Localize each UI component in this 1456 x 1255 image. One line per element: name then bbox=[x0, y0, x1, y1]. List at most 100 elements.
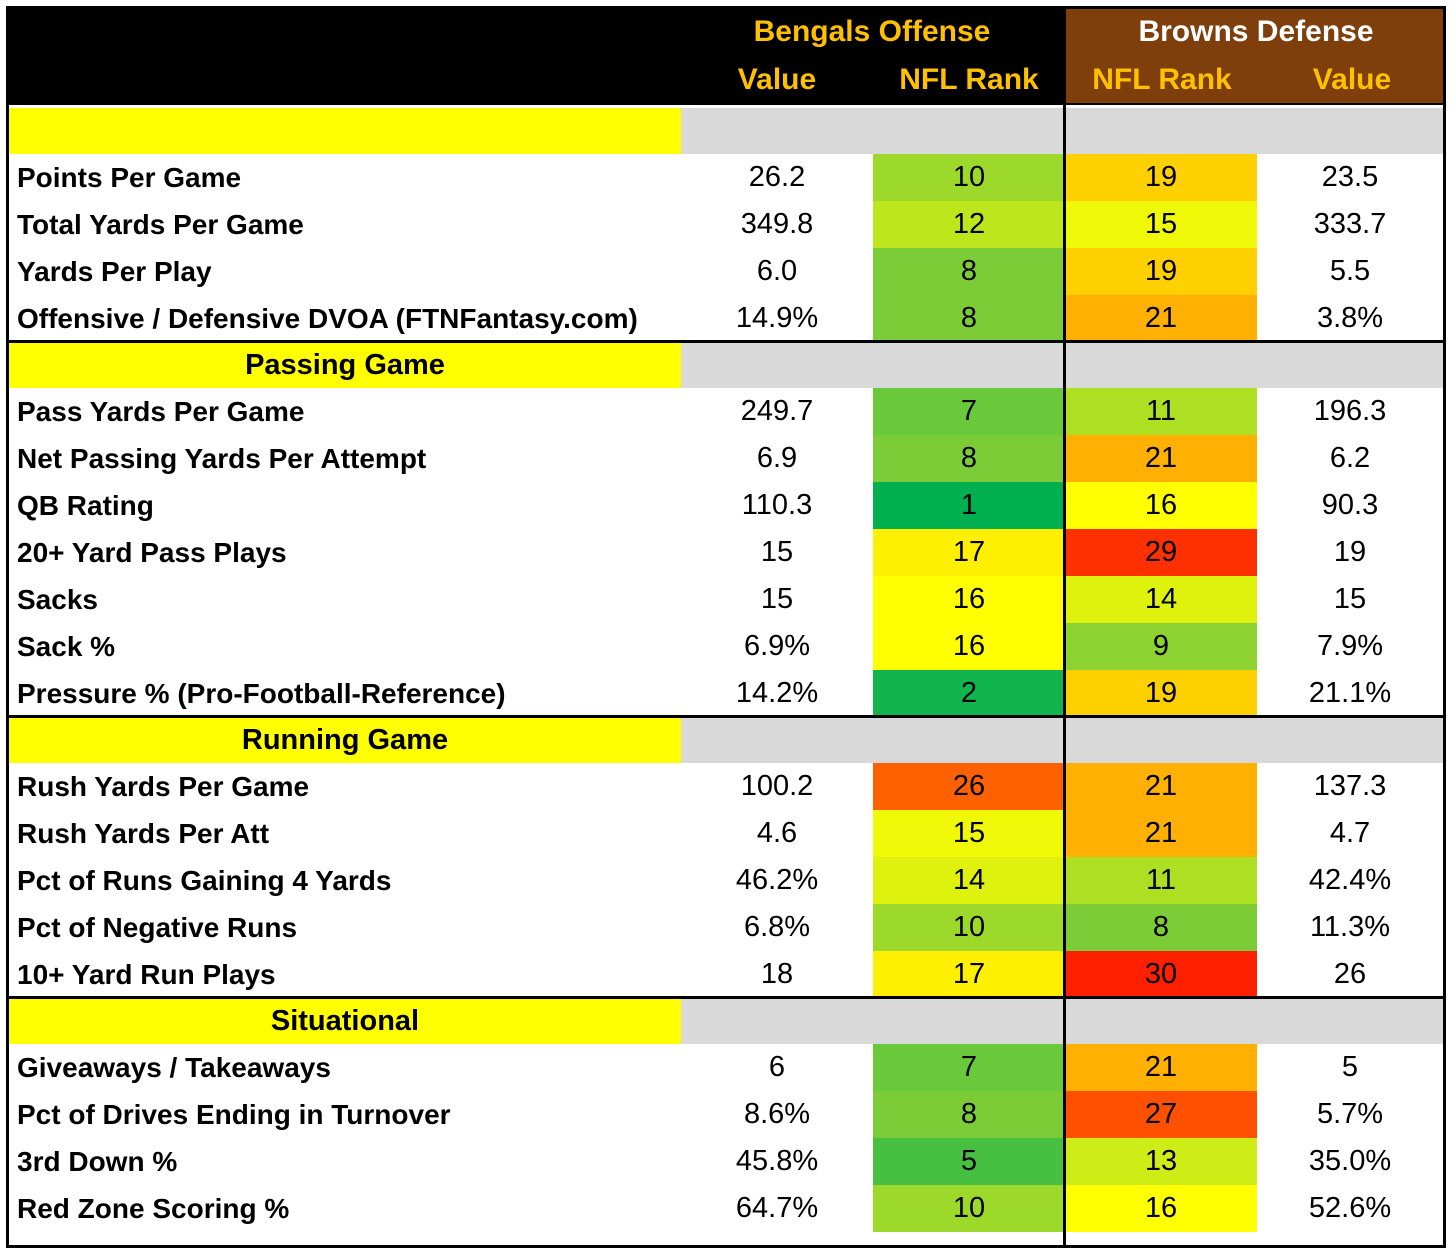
stat-label: 20+ Yard Pass Plays bbox=[17, 536, 287, 568]
bengals-value-cell: 110.3 bbox=[741, 489, 813, 521]
stat-label: Pct of Negative Runs bbox=[17, 911, 298, 943]
column-divider bbox=[1063, 105, 1066, 1248]
browns-value-cell: 3.8% bbox=[1316, 302, 1384, 334]
browns-rank-cell: 21 bbox=[1065, 435, 1257, 482]
section-header-row: Running Game bbox=[9, 717, 1443, 763]
table-frame bbox=[6, 6, 1446, 1248]
bengals-rank-cell: 10 bbox=[873, 904, 1065, 951]
bengals-value-cell: 6.0 bbox=[756, 255, 798, 287]
bengals-value-cell: 249.7 bbox=[740, 395, 814, 427]
stat-label: Rush Yards Per Game bbox=[17, 770, 310, 802]
browns-value-cell: 21.1% bbox=[1308, 677, 1392, 709]
bengals-value-cell: 14.2% bbox=[735, 677, 819, 709]
section-title: Situational bbox=[9, 998, 681, 1044]
table-row: Pressure % (Pro-Football-Reference) 14.2%… bbox=[9, 670, 1443, 717]
bengals-rank-cell: 2 bbox=[873, 670, 1065, 717]
stat-label: Giveaways / Takeaways bbox=[17, 1051, 331, 1083]
browns-value-cell: 4.7 bbox=[1329, 817, 1371, 849]
bengals-rank-cell: 12 bbox=[873, 201, 1065, 248]
stat-label: Points Per Game bbox=[17, 161, 242, 193]
browns-rank-cell: 13 bbox=[1065, 1138, 1257, 1185]
browns-rank-cell: 19 bbox=[1065, 248, 1257, 295]
section-title: Running Game bbox=[9, 717, 681, 763]
browns-rank-cell: 21 bbox=[1065, 810, 1257, 857]
bengals-rank-cell: 10 bbox=[873, 1185, 1065, 1232]
table-row: Pct of Drives Ending in Turnover 8.6% 8 27 5… bbox=[9, 1091, 1443, 1138]
stat-label: Red Zone Scoring % bbox=[17, 1192, 290, 1224]
bengals-value-cell: 6.9% bbox=[743, 630, 811, 662]
browns-rank-cell: 11 bbox=[1065, 388, 1257, 435]
bengals-rank-cell: 26 bbox=[873, 763, 1065, 810]
section-gray-band bbox=[681, 998, 1443, 1044]
table-row: 10+ Yard Run Plays 18 17 30 26 bbox=[9, 951, 1443, 998]
stat-label: Pct of Drives Ending in Turnover bbox=[17, 1098, 451, 1130]
bengals-rank-cell: 17 bbox=[873, 951, 1065, 998]
bengals-rank-cell: 8 bbox=[873, 1091, 1065, 1138]
browns-value-cell: 11.3% bbox=[1309, 911, 1391, 943]
browns-value-cell: 7.9% bbox=[1316, 630, 1384, 662]
browns-rank-cell: 8 bbox=[1065, 904, 1257, 951]
table-row: Net Passing Yards Per Attempt 6.9 8 21 6.2 bbox=[9, 435, 1443, 482]
section-gray-band bbox=[681, 108, 1443, 154]
stat-label: Net Passing Yards Per Attempt bbox=[17, 442, 427, 474]
table-row: Offensive / Defensive DVOA (FTNFantasy.c… bbox=[9, 295, 1443, 342]
bengals-offense-title: Bengals Offense bbox=[753, 15, 991, 48]
browns-value-cell: 333.7 bbox=[1313, 208, 1387, 240]
bengals-rank-cell: 5 bbox=[873, 1138, 1065, 1185]
bengals-value-cell: 45.8% bbox=[735, 1145, 819, 1177]
bengals-rank-header: NFL Rank bbox=[899, 63, 1039, 96]
section-header-row: Situational bbox=[9, 998, 1443, 1044]
browns-header-band bbox=[1066, 8, 1446, 103]
browns-rank-header: NFL Rank bbox=[1092, 63, 1232, 96]
browns-rank-cell: 21 bbox=[1065, 763, 1257, 810]
browns-value-cell: 23.5 bbox=[1321, 161, 1379, 193]
browns-rank-cell: 21 bbox=[1065, 1044, 1257, 1091]
table-row: Giveaways / Takeaways 6 7 21 5 bbox=[9, 1044, 1443, 1091]
stat-label: Total Yards Per Game bbox=[17, 208, 304, 240]
section-divider bbox=[6, 340, 1446, 343]
section-header-row bbox=[9, 108, 1443, 154]
table-row: Total Yards Per Game 349.8 12 15 333.7 bbox=[9, 201, 1443, 248]
bengals-value-cell: 14.9% bbox=[735, 302, 819, 334]
bengals-value-cell: 349.8 bbox=[740, 208, 814, 240]
browns-rank-cell: 11 bbox=[1065, 857, 1257, 904]
stat-label: QB Rating bbox=[17, 489, 154, 521]
bengals-rank-cell: 16 bbox=[873, 576, 1065, 623]
bengals-value-cell: 26.2 bbox=[748, 161, 806, 193]
browns-value-cell: 52.6% bbox=[1308, 1192, 1392, 1224]
table-row: Pass Yards Per Game 249.7 7 11 196.3 bbox=[9, 388, 1443, 435]
table-row: Sack % 6.9% 16 9 7.9% bbox=[9, 623, 1443, 670]
bengals-rank-cell: 8 bbox=[873, 295, 1065, 342]
browns-value-cell: 42.4% bbox=[1308, 864, 1392, 896]
browns-rank-cell: 19 bbox=[1065, 670, 1257, 717]
stat-label: 10+ Yard Run Plays bbox=[17, 958, 276, 990]
bengals-value-cell: 46.2% bbox=[735, 864, 819, 896]
table-row: Points Per Game 26.2 10 19 23.5 bbox=[9, 154, 1443, 201]
browns-rank-cell: 15 bbox=[1065, 201, 1257, 248]
browns-value-cell: 90.3 bbox=[1321, 489, 1379, 521]
bengals-value-cell: 100.2 bbox=[740, 770, 814, 802]
browns-value-cell: 137.3 bbox=[1313, 770, 1387, 802]
section-divider bbox=[6, 715, 1446, 718]
browns-defense-title: Browns Defense bbox=[1138, 15, 1374, 48]
browns-value-header: Value bbox=[1312, 63, 1392, 96]
bengals-rank-cell: 17 bbox=[873, 529, 1065, 576]
bengals-value-cell: 4.6 bbox=[756, 817, 798, 849]
section-divider bbox=[6, 996, 1446, 999]
bengals-value-cell: 6 bbox=[768, 1051, 786, 1083]
bengals-rank-cell: 15 bbox=[873, 810, 1065, 857]
bengals-value-cell: 6.9 bbox=[756, 442, 798, 474]
section-title: Passing Game bbox=[9, 342, 681, 388]
browns-value-cell: 15 bbox=[1333, 583, 1367, 615]
bengals-value-cell: 64.7% bbox=[735, 1192, 819, 1224]
table-row: Sacks 15 16 14 15 bbox=[9, 576, 1443, 623]
bengals-rank-cell: 8 bbox=[873, 435, 1065, 482]
bengals-rank-cell: 14 bbox=[873, 857, 1065, 904]
browns-rank-cell: 29 bbox=[1065, 529, 1257, 576]
browns-rank-cell: 16 bbox=[1065, 1185, 1257, 1232]
bengals-value-cell: 18 bbox=[760, 958, 794, 990]
table-row: 20+ Yard Pass Plays 15 17 29 19 bbox=[9, 529, 1443, 576]
browns-rank-cell: 14 bbox=[1065, 576, 1257, 623]
browns-value-cell: 5.5 bbox=[1329, 255, 1371, 287]
stat-label: Rush Yards Per Att bbox=[17, 817, 270, 849]
